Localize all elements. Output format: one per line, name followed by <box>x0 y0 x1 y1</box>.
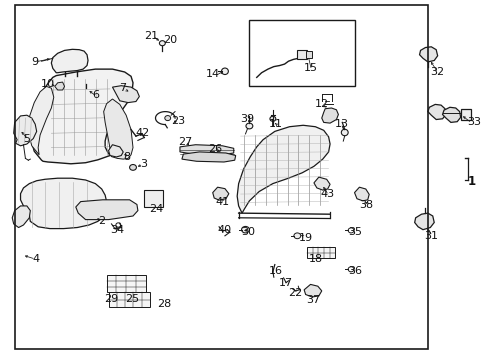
Text: 22: 22 <box>287 288 302 298</box>
Ellipse shape <box>129 165 136 170</box>
Text: 25: 25 <box>125 294 139 304</box>
Bar <box>460 109 470 120</box>
Text: 17: 17 <box>279 278 292 288</box>
Text: 35: 35 <box>347 227 361 237</box>
Text: 21: 21 <box>144 31 158 41</box>
Bar <box>15 5 427 349</box>
Text: 14: 14 <box>205 69 219 79</box>
Polygon shape <box>12 206 30 228</box>
Text: 18: 18 <box>308 254 322 264</box>
Text: 9: 9 <box>32 57 39 67</box>
Polygon shape <box>112 86 139 103</box>
Text: 6: 6 <box>92 90 99 100</box>
Ellipse shape <box>241 226 249 233</box>
Text: 23: 23 <box>171 116 185 126</box>
Bar <box>249 20 354 86</box>
Ellipse shape <box>221 68 228 75</box>
Text: 31: 31 <box>424 231 437 241</box>
Polygon shape <box>51 49 88 73</box>
Ellipse shape <box>341 129 347 136</box>
Polygon shape <box>427 104 445 120</box>
Text: 29: 29 <box>104 294 119 304</box>
Text: 19: 19 <box>299 233 312 243</box>
Polygon shape <box>106 275 145 292</box>
Polygon shape <box>30 69 133 164</box>
Text: 36: 36 <box>347 266 361 276</box>
Text: 43: 43 <box>320 189 333 199</box>
Text: 42: 42 <box>135 128 150 138</box>
Text: 32: 32 <box>429 67 443 77</box>
Text: 2: 2 <box>98 216 105 226</box>
Polygon shape <box>55 82 64 90</box>
Polygon shape <box>442 107 460 122</box>
Polygon shape <box>182 152 235 162</box>
Ellipse shape <box>164 116 170 121</box>
Text: 11: 11 <box>269 119 283 129</box>
Text: 13: 13 <box>335 119 348 129</box>
Polygon shape <box>237 125 329 213</box>
Text: 20: 20 <box>163 35 177 45</box>
Bar <box>305 51 312 58</box>
Text: 41: 41 <box>215 197 229 207</box>
Polygon shape <box>108 145 123 157</box>
Polygon shape <box>304 284 321 297</box>
Ellipse shape <box>293 233 300 239</box>
Polygon shape <box>20 178 106 229</box>
Text: 37: 37 <box>305 294 319 305</box>
Polygon shape <box>108 292 150 307</box>
Text: 38: 38 <box>358 200 372 210</box>
Text: 39: 39 <box>240 114 253 124</box>
Text: 4: 4 <box>32 254 39 264</box>
Bar <box>144 190 163 207</box>
Text: 26: 26 <box>208 144 222 154</box>
Text: 1: 1 <box>467 175 475 188</box>
Ellipse shape <box>255 72 263 79</box>
Ellipse shape <box>159 41 165 46</box>
Ellipse shape <box>81 76 90 84</box>
Text: 7: 7 <box>119 83 125 93</box>
Text: 8: 8 <box>123 152 130 162</box>
Polygon shape <box>212 187 228 200</box>
Text: 33: 33 <box>467 117 480 127</box>
Text: 27: 27 <box>177 137 192 147</box>
Bar <box>297 50 306 59</box>
Text: 30: 30 <box>241 227 254 237</box>
Text: 3: 3 <box>140 159 146 169</box>
Text: 34: 34 <box>110 225 123 235</box>
Ellipse shape <box>245 123 252 129</box>
Ellipse shape <box>269 116 275 121</box>
Polygon shape <box>306 247 335 258</box>
Polygon shape <box>14 115 37 146</box>
Text: 16: 16 <box>269 266 283 276</box>
Polygon shape <box>321 108 338 123</box>
Text: 24: 24 <box>149 204 163 214</box>
Polygon shape <box>180 145 233 155</box>
Text: 28: 28 <box>156 299 171 309</box>
Polygon shape <box>76 200 138 220</box>
Polygon shape <box>28 86 54 155</box>
Text: 40: 40 <box>218 225 231 235</box>
Polygon shape <box>419 47 437 62</box>
Polygon shape <box>354 187 368 201</box>
Polygon shape <box>103 99 133 159</box>
Text: 12: 12 <box>314 99 328 109</box>
Text: 5: 5 <box>23 134 30 144</box>
Polygon shape <box>414 213 433 230</box>
Text: 10: 10 <box>41 79 55 89</box>
Polygon shape <box>313 177 329 190</box>
Text: 15: 15 <box>304 63 317 73</box>
